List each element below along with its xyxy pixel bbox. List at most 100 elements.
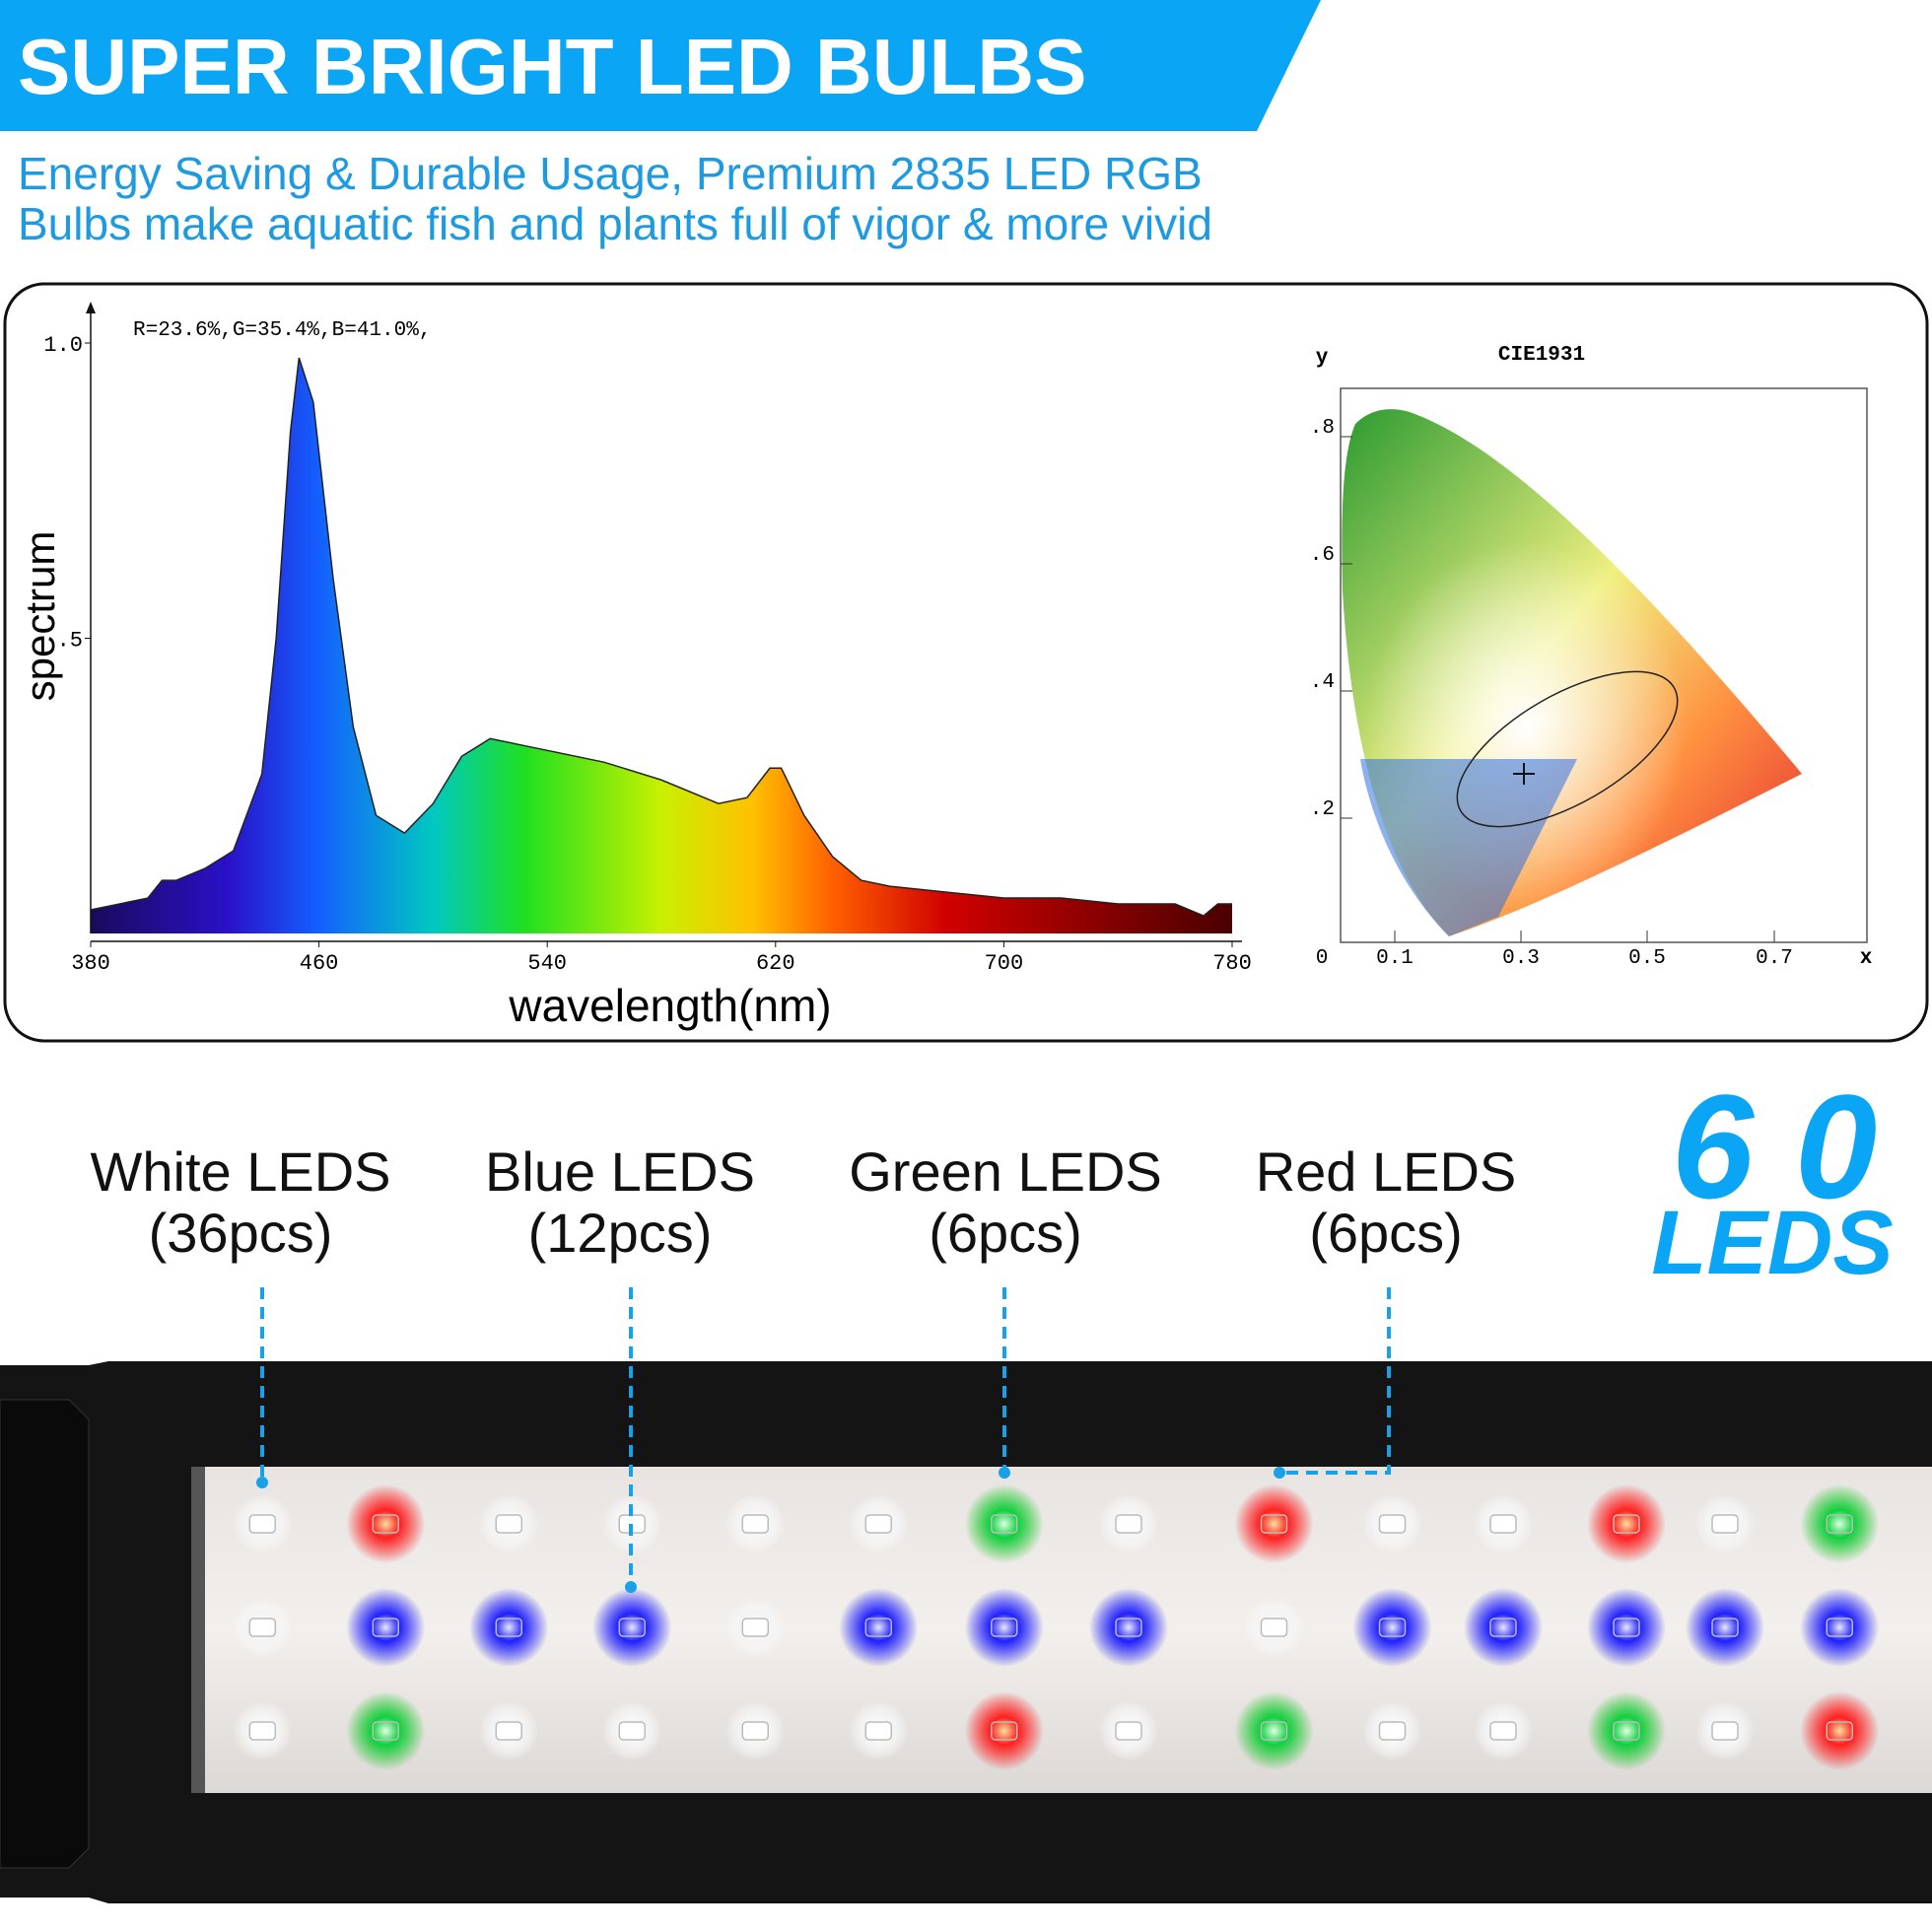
led-glow	[1089, 1588, 1168, 1667]
led-chip	[1489, 1721, 1517, 1741]
x-tick-label: 700	[985, 951, 1024, 976]
y-axis-label: spectrum	[17, 531, 63, 702]
led-chip	[1378, 1514, 1407, 1534]
led-glow	[1587, 1484, 1666, 1563]
led-type: White LEDS	[91, 1140, 391, 1203]
x-tick-label: 380	[71, 951, 110, 976]
cie-title: CIE1931	[1498, 344, 1585, 367]
led-chip	[741, 1721, 769, 1741]
led-chip	[1115, 1721, 1142, 1741]
led-glow	[346, 1588, 426, 1667]
led-count: (12pcs)	[528, 1202, 713, 1264]
led-glow	[964, 1691, 1044, 1770]
cie-locus	[1456, 670, 1679, 828]
led-chip	[495, 1618, 522, 1637]
led-chip	[1260, 1721, 1288, 1741]
cie-y-tick-label: .8	[1310, 417, 1335, 440]
led-glow	[1234, 1484, 1314, 1563]
led-chip	[372, 1618, 399, 1637]
led-glow	[1234, 1691, 1314, 1770]
led-glow	[1464, 1588, 1543, 1667]
pointer-dot	[1274, 1467, 1285, 1479]
fixture-end	[0, 1399, 90, 1869]
cie-x-tick-label: 0.3	[1502, 947, 1540, 970]
led-type: Red LEDS	[1256, 1140, 1517, 1203]
cie-y-tick-label: .6	[1310, 544, 1335, 567]
led-chip	[1711, 1618, 1739, 1637]
led-count: (6pcs)	[929, 1202, 1082, 1264]
led-chip	[618, 1721, 646, 1741]
led-chip	[1613, 1514, 1640, 1534]
led-chip	[495, 1514, 522, 1534]
x-axis-label: wavelength(nm)	[508, 980, 831, 1031]
cie-x-tick-label: 0.1	[1376, 947, 1414, 970]
led-chip	[1613, 1721, 1640, 1741]
total-number: 6 0	[1672, 1064, 1878, 1229]
led-glow	[964, 1588, 1044, 1667]
led-chip	[248, 1514, 276, 1534]
panel-edge	[191, 1467, 205, 1793]
led-glow	[839, 1588, 919, 1667]
led-chip	[1489, 1514, 1517, 1534]
led-chip	[1711, 1721, 1739, 1741]
led-chip	[864, 1514, 892, 1534]
led-chip	[864, 1721, 892, 1741]
y-axis-arrow	[86, 302, 96, 313]
pointer-dot	[999, 1467, 1010, 1479]
led-chip	[741, 1618, 769, 1637]
subtitle: Bulbs make aquatic fish and plants full …	[18, 198, 1212, 249]
led-chip	[991, 1721, 1018, 1741]
cie-cross	[1513, 763, 1535, 785]
led-chip	[372, 1721, 399, 1741]
led-chip	[1378, 1618, 1407, 1637]
led-chip	[991, 1514, 1018, 1534]
subtitle: Energy Saving & Durable Usage, Premium 2…	[18, 148, 1203, 199]
led-glow	[469, 1588, 549, 1667]
led-count: (36pcs)	[149, 1202, 333, 1264]
led-chip	[248, 1721, 276, 1741]
led-panel	[191, 1467, 1932, 1793]
pointer-line	[1281, 1287, 1391, 1475]
cie-y-tick-label: .2	[1310, 798, 1335, 821]
x-tick-label: 460	[300, 951, 339, 976]
led-chip	[248, 1618, 276, 1637]
y-tick-label: 1.0	[43, 333, 83, 358]
led-type: Green LEDS	[849, 1140, 1162, 1203]
title: SUPER BRIGHT LED BULBS	[18, 23, 1087, 110]
led-chip	[495, 1721, 522, 1741]
led-chip	[1489, 1618, 1517, 1637]
led-chip	[372, 1514, 399, 1534]
led-chip	[1613, 1618, 1640, 1637]
led-type: Blue LEDS	[485, 1140, 755, 1203]
x-tick-label: 780	[1212, 951, 1252, 976]
led-glow	[1800, 1484, 1880, 1563]
led-glow	[1352, 1588, 1432, 1667]
led-chip	[1711, 1514, 1739, 1534]
cie-x-tick-label: 0.5	[1628, 947, 1666, 970]
total-label: LEDS	[1651, 1193, 1893, 1293]
cie-x-label: x	[1860, 947, 1873, 970]
spectrum-line	[90, 357, 1232, 917]
led-chip	[618, 1618, 646, 1637]
led-glow	[346, 1691, 426, 1770]
spectrum-fill	[91, 357, 1232, 934]
cie-y-tick-label: .4	[1310, 671, 1335, 694]
cie-y-label: y	[1316, 347, 1329, 370]
annotation: R=23.6%,G=35.4%,B=41.0%,	[133, 319, 431, 342]
led-chip	[1826, 1721, 1853, 1741]
pointer-dot	[256, 1477, 268, 1488]
led-glow	[1587, 1691, 1666, 1770]
led-chip	[864, 1618, 892, 1637]
cie-x-tick-label: 0.7	[1756, 947, 1793, 970]
led-chip	[1826, 1514, 1853, 1534]
title-banner	[0, 0, 1321, 131]
led-chip	[741, 1514, 769, 1534]
led-chip	[991, 1618, 1018, 1637]
led-glow	[592, 1588, 672, 1667]
cie-origin: 0	[1316, 947, 1329, 970]
led-glow	[1800, 1691, 1880, 1770]
led-chip	[1115, 1514, 1142, 1534]
led-glow	[1686, 1588, 1764, 1667]
led-count: (6pcs)	[1309, 1202, 1463, 1264]
